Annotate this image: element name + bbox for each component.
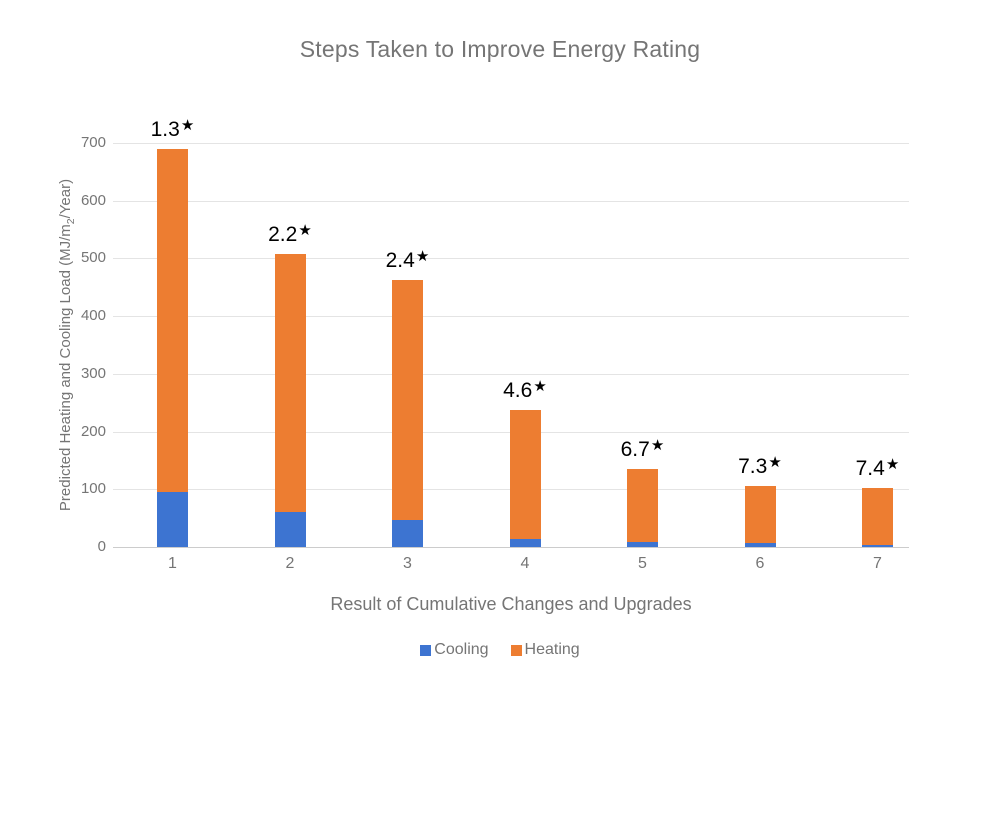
rating-value: 6.7 <box>620 438 650 462</box>
bar-2-heating-segment[interactable] <box>274 254 306 513</box>
bar-6-rating-label: 7.3★ <box>705 453 815 479</box>
x-tick-label-7: 7 <box>873 555 882 572</box>
y-tick-label-600: 600 <box>80 191 106 209</box>
x-axis-title: Result of Cumulative Changes and Upgrade… <box>330 594 692 614</box>
y-axis-title: Predicted Heating and Cooling Load (MJ/m… <box>57 110 77 580</box>
bar-6-heating-segment[interactable] <box>744 485 776 543</box>
bar-3-heating-segment[interactable] <box>392 280 423 520</box>
bar-4-heating-segment[interactable] <box>509 409 541 540</box>
bar-4-cooling-segment[interactable] <box>509 539 541 547</box>
x-tick-label-6: 6 <box>755 555 765 572</box>
x-tick-label-5: 5 <box>638 555 647 572</box>
bar-3-cooling-segment[interactable] <box>392 519 423 547</box>
rating-value: 1.3 <box>150 117 180 141</box>
bar-2-rating-label: 2.2★ <box>235 222 345 247</box>
y-axis-title-subscript: 2 <box>65 218 77 225</box>
star-icon: ★ <box>768 453 782 471</box>
rating-value: 7.4 <box>855 456 885 480</box>
bar-1-rating-label: 1.3★ <box>118 116 228 142</box>
rating-value: 7.3 <box>738 454 768 478</box>
bar-5-cooling-segment[interactable] <box>627 542 658 547</box>
legend-label: Cooling <box>434 641 489 658</box>
star-icon: ★ <box>650 437 665 455</box>
y-tick-label-100: 100 <box>80 480 106 498</box>
legend-swatch-icon <box>510 644 522 656</box>
gridline-400 <box>113 316 909 318</box>
x-tick-label-2: 2 <box>285 555 295 572</box>
x-tick-label-4: 4 <box>520 555 530 572</box>
star-icon: ★ <box>298 222 312 240</box>
gridline-700 <box>113 143 909 144</box>
star-icon: ★ <box>415 248 430 266</box>
bar-4-rating-label: 4.6★ <box>470 377 580 403</box>
bar-1-cooling-segment[interactable] <box>157 492 188 547</box>
rating-value: 2.2 <box>268 223 298 247</box>
bar-7-rating-label: 7.4★ <box>823 455 933 481</box>
legend-swatch-icon <box>420 644 432 656</box>
y-tick-label-500: 500 <box>80 249 106 267</box>
gridline-600 <box>113 200 909 202</box>
star-icon: ★ <box>533 377 547 395</box>
plot-area <box>113 143 909 548</box>
star-icon: ★ <box>180 116 195 134</box>
star-icon: ★ <box>885 455 900 473</box>
bar-2-cooling-segment[interactable] <box>274 512 306 547</box>
rating-value: 2.4 <box>385 249 415 273</box>
gridline-300 <box>113 373 909 375</box>
bar-3-rating-label: 2.4★ <box>353 248 463 273</box>
legend-item-cooling[interactable]: Cooling <box>420 641 489 659</box>
y-tick-label-200: 200 <box>80 422 106 440</box>
x-tick-label-3: 3 <box>403 555 412 572</box>
chart-legend: Cooling Heating <box>0 641 1000 659</box>
legend-item-heating[interactable]: Heating <box>510 641 580 659</box>
y-tick-label-0: 0 <box>97 538 106 555</box>
bar-7-cooling-segment[interactable] <box>862 544 893 547</box>
chart-title: Steps Taken to Improve Energy Rating <box>299 36 701 62</box>
bar-5-heating-segment[interactable] <box>627 469 658 543</box>
legend-label: Heating <box>524 641 580 658</box>
bar-6-cooling-segment[interactable] <box>744 542 776 547</box>
rating-value: 4.6 <box>503 378 533 402</box>
gridline-0 <box>113 547 909 548</box>
bar-7-heating-segment[interactable] <box>862 487 893 545</box>
x-tick-label-1: 1 <box>168 555 177 572</box>
bar-5-rating-label: 6.7★ <box>588 437 698 462</box>
bar-1-heating-segment[interactable] <box>157 148 188 493</box>
y-tick-label-400: 400 <box>80 307 106 325</box>
gridline-500 <box>113 258 909 260</box>
y-tick-label-700: 700 <box>80 134 106 151</box>
y-tick-label-300: 300 <box>80 364 106 382</box>
